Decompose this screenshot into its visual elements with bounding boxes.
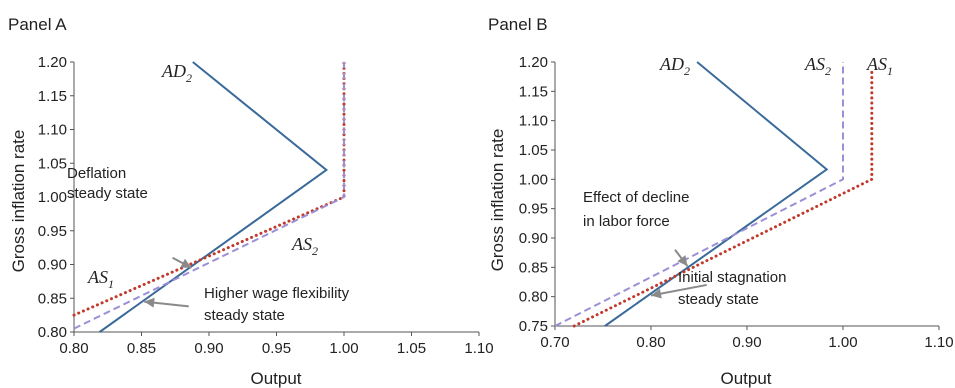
panel-b-plot: 0.75 0.80 0.85 0.90 0.95 1.00 1.05 1.10 1.15 1.20… xyxy=(519,54,954,351)
y-tick-label: 1.10 xyxy=(519,113,548,130)
x-tick-label: 0.90 xyxy=(732,334,761,351)
series-label-subscript: 2 xyxy=(312,244,318,258)
series-label-subscript: 2 xyxy=(684,64,690,78)
annotation-text: in labor force xyxy=(583,213,670,230)
y-tick-label: 0.85 xyxy=(38,290,67,307)
annotation-arrow-head xyxy=(180,258,192,268)
annotation-text: steady state xyxy=(67,185,148,202)
panel-a-x-axis-title: Output xyxy=(250,369,301,388)
series-ad2-line xyxy=(99,61,329,333)
panel-b-y-axis-title: Gross inflation rate xyxy=(488,129,507,272)
x-tick-label: 1.00 xyxy=(329,340,358,357)
x-tick-label: 1.00 xyxy=(828,334,857,351)
x-tick-label: 1.10 xyxy=(464,340,493,357)
series-label-main: AS xyxy=(291,234,312,254)
y-tick-label: 1.15 xyxy=(38,88,67,105)
series-label-subscript: 2 xyxy=(186,71,192,85)
series-as2-label: AS2 xyxy=(804,54,831,78)
x-tick-label: 1.05 xyxy=(397,340,426,357)
panel-a-label: Panel A xyxy=(8,15,67,34)
x-tick-label: 1.10 xyxy=(924,334,953,351)
y-tick-label: 0.80 xyxy=(38,324,67,341)
annotation-text: Deflation xyxy=(67,165,126,182)
series-as2-line xyxy=(554,62,844,327)
y-tick-label: 0.95 xyxy=(38,223,67,240)
panel-b: Panel B 0.75 0.80 0.85 0.90 0.95 1.00 1.05 1.10… xyxy=(488,15,954,388)
y-tick-label: 0.80 xyxy=(519,289,548,306)
y-tick-label: 0.85 xyxy=(519,259,548,276)
annotation-text: Effect of decline xyxy=(583,189,689,206)
annotation-text: steady state xyxy=(204,307,285,324)
y-tick-label: 0.95 xyxy=(519,201,548,218)
y-tick-label: 1.05 xyxy=(519,142,548,159)
y-tick-label: 1.05 xyxy=(38,155,67,172)
panel-a-y-axis-title: Gross inflation rate xyxy=(9,130,28,273)
series-as1-label: AS1 xyxy=(87,267,114,291)
series-label-main: AD xyxy=(659,54,684,74)
x-tick-label: 0.95 xyxy=(262,340,291,357)
panel-a: Panel A 0.80 0.85 0.90 0.95 1.00 1.05 1.10 1.15… xyxy=(8,15,494,388)
annotation-arrow-head xyxy=(677,255,688,267)
series-ad2-label: AD2 xyxy=(659,54,690,78)
x-tick-label: 0.80 xyxy=(636,334,665,351)
x-tick-label: 0.85 xyxy=(127,340,156,357)
series-label-main: AD xyxy=(161,61,186,81)
annotation-text: Initial stagnation xyxy=(678,269,786,286)
panel-b-x-axis-title: Output xyxy=(720,369,771,388)
y-tick-label: 1.10 xyxy=(38,122,67,139)
y-tick-label: 1.20 xyxy=(38,54,67,71)
annotation-arrow-head xyxy=(651,288,662,299)
series-label-subscript: 1 xyxy=(108,277,114,291)
annotation-arrow-head xyxy=(144,297,155,308)
series-ad2-label: AD2 xyxy=(161,61,192,85)
y-tick-label: 0.90 xyxy=(519,230,548,247)
series-as1-line xyxy=(572,66,874,328)
x-tick-label: 0.70 xyxy=(540,334,569,351)
series-as1-label: AS1 xyxy=(866,54,893,78)
annotation-text: Higher wage flexibility xyxy=(204,285,350,302)
series-label-subscript: 1 xyxy=(887,64,893,78)
annotation-text: steady state xyxy=(678,291,759,308)
y-tick-label: 1.00 xyxy=(38,189,67,206)
series-label-subscript: 2 xyxy=(825,64,831,78)
panel-a-plot: 0.80 0.85 0.90 0.95 1.00 1.05 1.10 1.15 1.20 0.80… xyxy=(38,54,494,357)
x-tick-label: 0.90 xyxy=(194,340,223,357)
y-tick-label: 0.90 xyxy=(38,257,67,274)
x-tick-label: 0.80 xyxy=(59,340,88,357)
y-tick-label: 1.15 xyxy=(519,83,548,100)
series-label-main: AS xyxy=(804,54,825,74)
series-as2-label: AS2 xyxy=(291,234,318,258)
series-label-main: AS xyxy=(866,54,887,74)
panel-b-label: Panel B xyxy=(488,15,548,34)
series-label-main: AS xyxy=(87,267,108,287)
y-tick-label: 1.00 xyxy=(519,171,548,188)
y-tick-label: 0.75 xyxy=(519,318,548,335)
y-tick-label: 1.20 xyxy=(519,54,548,71)
series-as2-line xyxy=(73,62,345,330)
